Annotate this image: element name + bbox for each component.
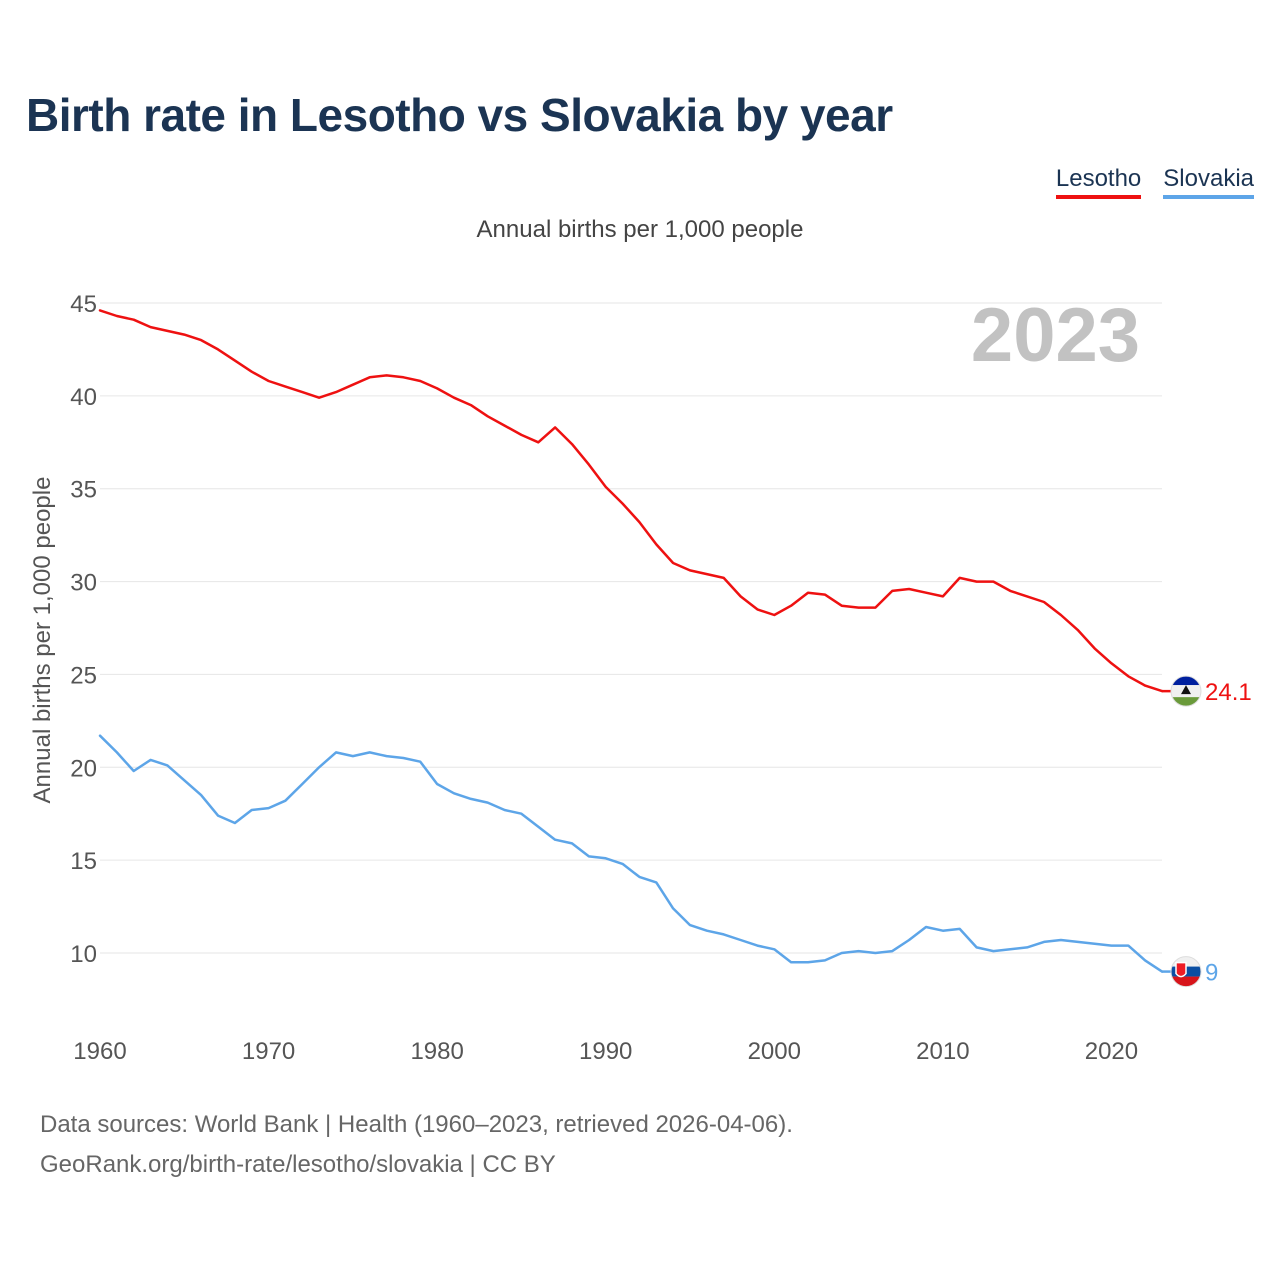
series-line-lesotho[interactable] — [98, 309, 1164, 693]
x-tick-label: 2000 — [748, 1038, 801, 1065]
end-marker-layer: 24.19 — [1162, 675, 1252, 988]
y-tick-label: 35 — [70, 477, 97, 504]
y-tick-label: 15 — [70, 848, 97, 875]
tick-layer: 10 15 20 25 30 35 40 45 1960 1970 1980 1990 2000 2010… — [70, 291, 1138, 1065]
y-tick-label: 10 — [70, 941, 97, 968]
x-tick-label: 1990 — [579, 1038, 632, 1065]
slovakia-flag-icon — [1170, 956, 1202, 988]
legend: Lesotho Slovakia — [1055, 165, 1254, 199]
y-axis-label: Annual births per 1,000 people — [29, 477, 56, 804]
line-chart: 2023 Annual births per 1,000 people 10 15… — [29, 291, 1252, 1065]
end-value-label-slovakia: 9 — [1205, 960, 1218, 987]
source-line-2: GeoRank.org/birth-rate/lesotho/slovakia … — [40, 1151, 556, 1178]
legend-item-lesotho[interactable]: Lesotho — [1055, 165, 1142, 199]
legend-item-slovakia[interactable]: Slovakia — [1163, 165, 1254, 199]
end-value-label-lesotho: 24.1 — [1205, 679, 1252, 706]
x-tick-label: 1980 — [410, 1038, 463, 1065]
chart-title: Birth rate in Lesotho vs Slovakia by yea… — [26, 89, 893, 141]
x-tick-label: 1960 — [73, 1038, 126, 1065]
y-tick-label: 40 — [70, 384, 97, 411]
x-tick-label: 2010 — [916, 1038, 969, 1065]
year-watermark: 2023 — [971, 293, 1140, 378]
grid-layer — [100, 302, 1162, 954]
y-tick-label: 25 — [70, 662, 97, 689]
y-tick-label: 30 — [70, 570, 97, 597]
y-tick-label: 20 — [70, 755, 97, 782]
series-line-slovakia[interactable] — [98, 734, 1164, 973]
source-line-1: Data sources: World Bank | Health (1960–… — [40, 1111, 793, 1138]
lesotho-flag-icon — [1170, 675, 1202, 707]
source-note: Data sources: World Bank | Health (1960–… — [40, 1105, 793, 1185]
chart-subtitle: Annual births per 1,000 people — [476, 216, 804, 243]
y-tick-label: 45 — [70, 291, 97, 318]
x-tick-label: 1970 — [242, 1038, 295, 1065]
series-layer — [98, 309, 1164, 973]
x-tick-label: 2020 — [1085, 1038, 1138, 1065]
